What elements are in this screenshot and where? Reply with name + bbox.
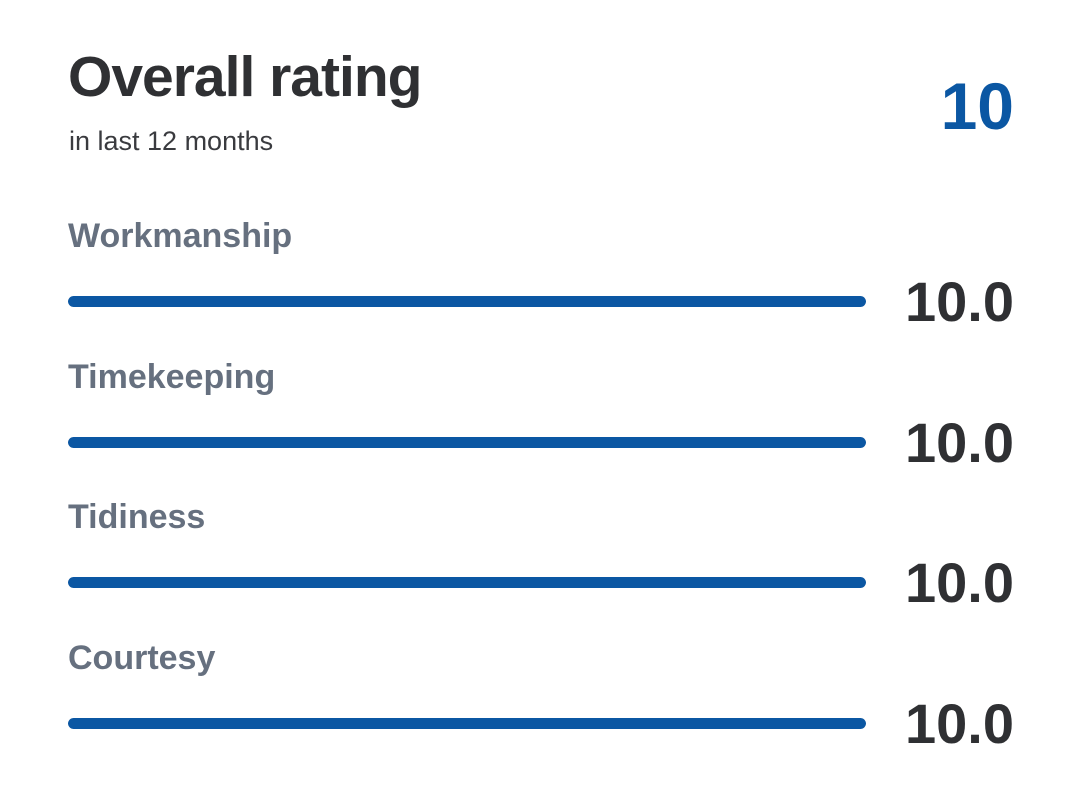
rating-header: Overall rating in last 12 months 10 xyxy=(68,44,1014,164)
rating-progress-track xyxy=(68,436,866,448)
rating-progress-track xyxy=(68,296,866,307)
rating-progress-track xyxy=(68,577,866,589)
rating-label: Timekeeping xyxy=(68,357,276,396)
rating-row-timekeeping: Timekeeping 10.0 xyxy=(68,355,1014,496)
rating-score: 10.0 xyxy=(905,270,1014,333)
page-title: Overall rating xyxy=(68,45,422,109)
rating-progress-fill xyxy=(68,436,866,448)
rating-score: 10.0 xyxy=(905,410,1014,474)
rating-progress-track xyxy=(68,717,866,729)
overall-score: 10 xyxy=(940,69,1014,143)
rating-progress-fill xyxy=(68,296,866,307)
rating-label: Workmanship xyxy=(68,217,293,255)
rating-period: in last 12 months xyxy=(69,126,274,156)
rating-score: 10.0 xyxy=(905,551,1014,615)
rating-row-tidiness: Tidiness 10.0 xyxy=(68,495,1014,636)
rating-label: Tidiness xyxy=(68,498,206,537)
rating-list: Workmanship 10.0 Timekeeping 10.0 Tidine… xyxy=(68,214,1014,776)
rating-row-courtesy: Courtesy 10.0 xyxy=(68,636,1014,777)
rating-score: 10.0 xyxy=(905,691,1014,755)
rating-progress-fill xyxy=(68,717,866,729)
rating-progress-fill xyxy=(68,577,866,589)
rating-row-workmanship: Workmanship 10.0 xyxy=(68,214,1014,355)
rating-label: Courtesy xyxy=(68,638,216,677)
